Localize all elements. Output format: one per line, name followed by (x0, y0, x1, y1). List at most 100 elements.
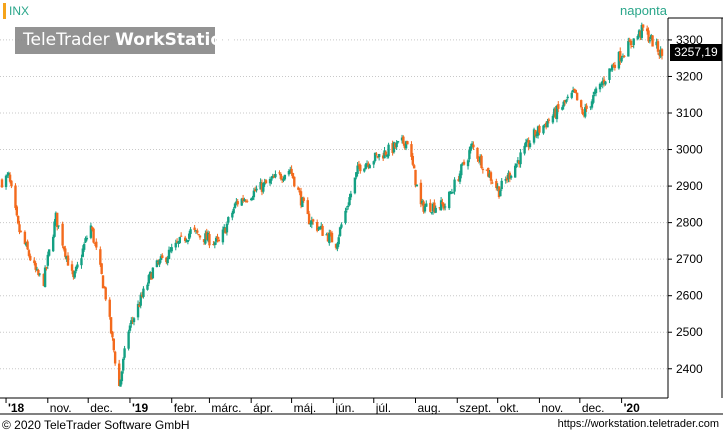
candle-body (553, 108, 556, 117)
candle-body (470, 143, 474, 147)
candle-body (235, 201, 238, 204)
candle-body (155, 260, 159, 267)
candle-body (158, 260, 161, 265)
candle-body (325, 234, 328, 236)
candle-body (443, 206, 447, 208)
candle-body (6, 174, 9, 176)
candle-body (57, 225, 60, 227)
candle-body (523, 145, 526, 154)
candle-body (205, 231, 208, 240)
candle-body (309, 223, 312, 225)
y-tick-label: 2700 (676, 252, 703, 266)
candle-body (178, 237, 181, 243)
x-axis-ticks: '18 nov. dec. '19 febr. márc. ápr. máj. jún. júl.… (5, 398, 640, 415)
candle-body (150, 273, 153, 280)
y-tick-label: 2900 (676, 179, 703, 193)
candle-body (260, 182, 264, 192)
copyright-text: © 2020 TeleTrader Software GmbH (2, 418, 190, 432)
candle-body (108, 299, 111, 317)
candle-body (547, 119, 551, 121)
candle-body (283, 174, 287, 180)
candle-body (430, 212, 433, 214)
candle-body (320, 225, 323, 228)
candle-body (76, 264, 79, 268)
candle-body (225, 223, 229, 233)
candle-body (291, 173, 295, 178)
candle-body (403, 143, 406, 148)
candle-body (571, 89, 575, 93)
candle-body (334, 243, 338, 248)
candle-body (62, 246, 66, 250)
y-tick-label: 3100 (676, 106, 703, 120)
candle-body (245, 200, 249, 202)
candle-body (534, 130, 537, 136)
candle-body (608, 68, 611, 80)
candle-body (524, 142, 528, 147)
candle-body (648, 40, 652, 42)
candle-body (194, 230, 198, 232)
candle-body (613, 64, 617, 68)
interval-label[interactable]: naponta (620, 3, 667, 18)
candle-body (515, 163, 518, 168)
candle-body (629, 40, 633, 46)
candle-body (472, 144, 475, 148)
candle-body (570, 92, 573, 98)
candle-body (480, 155, 483, 169)
y-tick-label: 2800 (676, 216, 703, 230)
candle-body (434, 207, 437, 213)
candle-body (336, 243, 339, 249)
candle-body (513, 165, 517, 178)
candle-body (298, 190, 301, 193)
x-tick-label: ápr. (253, 401, 273, 415)
candle-body (27, 250, 31, 256)
candle-body (147, 275, 151, 284)
candle-body (236, 201, 239, 205)
candle-body (495, 181, 498, 188)
candle-body (375, 153, 378, 155)
candle-body (429, 202, 432, 212)
candle-body (183, 237, 187, 241)
candle-body (423, 206, 427, 212)
candle-body (174, 242, 177, 248)
candle-body (457, 179, 460, 182)
symbol-label[interactable]: INX (3, 3, 29, 19)
candle-body (177, 241, 180, 244)
candle-body (65, 256, 68, 259)
candle-body (452, 192, 455, 194)
candle-body (368, 165, 371, 169)
candle-body (73, 271, 76, 278)
candle-body (197, 234, 200, 236)
candle-body (202, 239, 206, 242)
candle-body (104, 287, 107, 300)
candle-body (138, 304, 141, 307)
candle-body (306, 200, 309, 215)
x-tick-label: nov. (50, 401, 72, 415)
candle-body (262, 183, 265, 192)
candle-body (151, 267, 155, 279)
candle-body (227, 217, 230, 223)
candle-body (356, 165, 359, 174)
candle-body (590, 101, 594, 108)
candle-body (594, 88, 598, 94)
candle-body (204, 233, 207, 244)
candle-body (170, 247, 173, 252)
candle-body (128, 325, 132, 331)
x-tick-label: okt. (500, 401, 519, 415)
candle-body (117, 363, 121, 386)
candle-body (37, 269, 40, 275)
candle-body (148, 272, 152, 277)
candle-body (193, 227, 196, 231)
x-tick-label: '19 (132, 401, 149, 415)
candle-body (536, 126, 540, 136)
candle-body (441, 202, 444, 205)
footer-link[interactable]: https://workstation.teletrader.com (557, 418, 719, 430)
candle-body (206, 232, 210, 241)
candle-body (419, 182, 423, 205)
candle-body (481, 169, 485, 171)
candle-body (326, 233, 330, 242)
candle-body (263, 181, 266, 185)
candle-body (623, 55, 626, 57)
y-tick-label: 2400 (676, 362, 703, 376)
candle-body (240, 198, 243, 206)
